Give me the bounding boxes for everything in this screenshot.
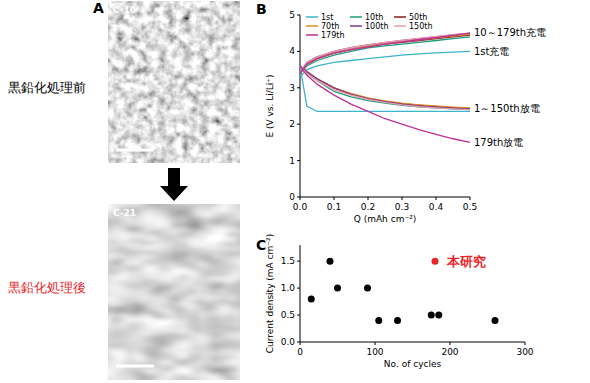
point [308,295,315,302]
discharge-line [300,66,470,142]
legend-swatch [350,16,362,18]
legend-swatch [394,25,406,27]
tem-image [108,204,240,380]
point [435,312,442,319]
tem-image [108,1,240,163]
y-tick-label: 5 [289,10,295,20]
x-tick [470,197,471,200]
x-tick-label: 200 [441,347,458,357]
y-tick [297,197,300,198]
x-tick-label: 0.1 [327,202,341,212]
panel-label: C [256,237,266,253]
x-tick-label: 0.4 [429,202,444,212]
legend-swatch [306,34,318,36]
y-tick [297,342,300,343]
y-tick [297,124,300,125]
scale-bar [116,365,154,368]
x-tick [334,197,335,200]
arrow [160,168,188,201]
y-axis-label: Current density (mA cm⁻²) [265,234,275,353]
x-tick-label: 0.2 [361,202,375,212]
x-tick-label: 0.5 [463,202,477,212]
x-tick [436,197,437,200]
annotation: 179th放電 [474,137,523,148]
point [428,312,435,319]
y-tick [297,15,300,16]
axes: 0.0 0.1 0.2 0.3 0.4 0.5 0 1 2 3 4 5 Q (mAh cm⁻²) E (V… [256,1,477,224]
discharge-line [300,66,470,109]
y-tick-label: 1.5 [281,256,295,266]
x-tick [402,197,403,200]
x-tick [525,342,526,345]
y-tick-label: 4 [289,46,295,56]
legend-swatch [306,16,318,18]
x-tick-label: 300 [516,347,533,357]
y-tick [297,261,300,262]
plot-area [300,33,470,142]
y-tick [297,288,300,289]
annotation: 1～150th放電 [474,103,540,114]
point [375,317,382,324]
y-tick-label: 0.0 [281,337,296,347]
legend-label: 50th [409,13,427,22]
annotation: 10～179th充電 [474,27,546,38]
x-tick [375,342,376,345]
x-tick [450,342,451,345]
x-tick-label: 100 [366,347,383,357]
charge-line [300,51,470,76]
x-axis-label: No. of cycles [384,359,442,369]
y-axis-label: E (V vs. Li/Li⁺) [265,74,275,137]
point [432,258,439,265]
y-tick [297,51,300,52]
legend-label: 100th [365,22,388,31]
legend-swatch [394,16,406,18]
y-tick-label: 1.0 [281,283,296,293]
y-axis [300,15,301,197]
panel-label: A [93,0,104,16]
y-tick-label: 1 [289,156,295,166]
y-tick-label: 3 [289,83,295,93]
image-label: C-21 [113,208,136,218]
y-tick [297,87,300,88]
legend-label: 150th [409,22,432,31]
x-tick-label: 0.3 [395,202,409,212]
point [394,317,401,324]
axes: 0 100 200 300 0.0 0.5 1.0 1.5 No. of cycles Curre… [256,234,534,369]
legend-label: 1st [321,13,333,22]
legend-label: 10th [365,13,383,22]
y-tick [297,315,300,316]
figure: AC-10C-21黒鉛化処理前黒鉛化処理後0.00.10.20.30.40.50… [0,0,590,383]
x-tick-label: 0 [297,347,303,357]
legend-swatch [350,25,362,27]
discharge-line [300,66,470,110]
panel-label: B [256,1,267,17]
point [334,285,341,292]
y-tick-label: 0.5 [281,310,295,320]
discharge-line [300,66,470,112]
x-tick [368,197,369,200]
y-tick [297,160,300,161]
caption: 黒鉛化処理後 [8,280,86,295]
x-tick-label: 0.0 [293,202,308,212]
discharge-line [300,66,470,110]
legend-swatch [306,25,318,27]
x-axis [300,197,470,198]
legend-label: 70th [321,22,339,31]
point [364,285,371,292]
point [327,258,334,265]
y-tick-label: 0 [289,192,295,202]
y-tick-label: 2 [289,119,295,129]
point [492,317,499,324]
series-label: 本研究 [446,254,486,269]
image-label: C-10 [113,5,136,15]
caption: 黒鉛化処理前 [8,80,86,95]
legend: 1st 10th 50th 70th 100th 150th 179th [306,13,432,40]
annotation: 1st充電 [474,46,510,57]
scale-bar [116,149,154,152]
legend-label: 179th [321,31,344,40]
x-axis [300,342,525,343]
y-axis [300,245,301,342]
x-axis-label: Q (mAh cm⁻²) [354,214,417,224]
